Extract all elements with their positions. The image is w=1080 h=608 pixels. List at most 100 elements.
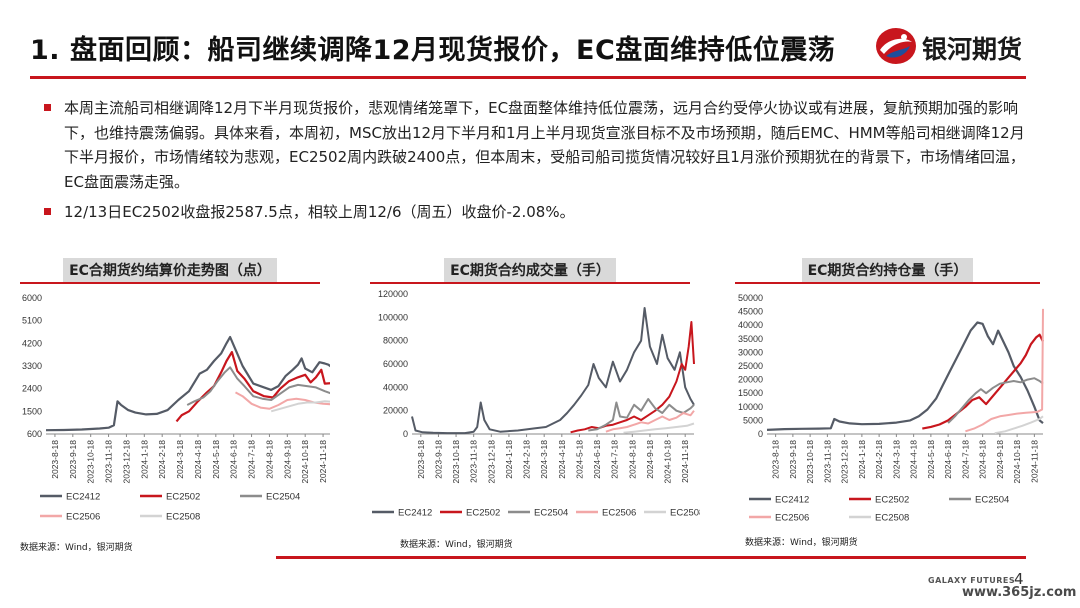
x-tick-label: 2024-10-18 [300, 440, 310, 484]
chart-source: 数据来源：Wind，银河期货 [745, 538, 858, 548]
bullet-item: 12/13日EC2502收盘报2587.5点，相较上周12/6（周五）收盘价-2… [42, 200, 1026, 225]
y-tick-label: 80000 [383, 336, 408, 346]
x-tick-label: 2023-10-18 [805, 440, 815, 484]
footer-brand: GALAXY FUTURES [928, 576, 1016, 585]
y-tick-label: 10000 [738, 402, 763, 412]
series-line-ec2506 [965, 308, 1044, 433]
series-line-ec2504 [588, 398, 695, 432]
y-tick-label: 30000 [738, 347, 763, 357]
summary-bullets: 本周主流船司相继调降12月下半月现货报价，悲观情绪笼罩下，EC盘面整体维持低位震… [42, 96, 1026, 225]
y-tick-label: 6000 [22, 293, 42, 303]
legend-label: EC2504 [266, 492, 300, 503]
chart-title: EC期货合约成交量（手） [444, 258, 616, 282]
legend-label: EC2504 [975, 495, 1009, 506]
logo-text: 银河期货 [922, 35, 1023, 64]
series-line-ec2502 [570, 321, 695, 434]
y-tick-label: 35000 [738, 334, 763, 344]
bullet-text: 本周主流船司相继调降12月下半月现货报价，悲观情绪笼罩下，EC盘面整体维持低位震… [64, 99, 1025, 191]
y-tick-label: 100000 [378, 312, 408, 322]
x-tick-label: 2024-9-18 [282, 440, 292, 479]
bullet-item: 本周主流船司相继调降12月下半月现货报价，悲观情绪笼罩下，EC盘面整体维持低位震… [42, 96, 1026, 194]
legend-label: EC2508 [166, 512, 200, 523]
legend-label: EC2508 [875, 513, 909, 524]
chart-title-divider [20, 282, 320, 284]
x-tick-label: 2024-1-18 [139, 440, 149, 479]
x-tick-label: 2024-6-18 [592, 440, 602, 479]
series-line-ec2506 [605, 410, 695, 433]
chart-source: 数据来源：Wind，银河期货 [20, 543, 133, 553]
y-tick-label: 40000 [383, 382, 408, 392]
x-tick-label: 2024-8-18 [627, 440, 637, 479]
legend-label: EC2412 [66, 492, 100, 503]
y-tick-label: 3300 [22, 361, 42, 371]
x-tick-label: 2024-6-18 [943, 440, 953, 479]
x-tick-label: 2023-9-18 [68, 440, 78, 479]
x-tick-label: 2024-11-18 [680, 440, 690, 483]
y-tick-label: 20000 [738, 375, 763, 385]
y-tick-label: 0 [758, 429, 763, 439]
watermark: www.365jz.com [958, 584, 1080, 601]
trading-volume-chart: EC期货合约成交量（手） 0 20000 40000 60000 80000 100000… [360, 258, 700, 548]
legend-label: EC2502 [166, 492, 200, 503]
x-tick-label: 2024-3-18 [175, 440, 185, 479]
x-tick-label: 2023-12-18 [486, 440, 496, 484]
x-tick-label: 2024-2-18 [874, 440, 884, 479]
x-tick-label: 2023-8-18 [50, 440, 60, 479]
legend-label: EC2508 [670, 508, 700, 519]
x-tick-label: 2024-7-18 [610, 440, 620, 479]
chart-plot: 600 1500 2400 3300 4200 5100 6000 2023-8-18 2023… [22, 293, 330, 523]
x-tick-label: 2024-2-18 [522, 440, 532, 479]
x-tick-label: 2024-11-18 [1029, 440, 1039, 483]
x-tick-label: 2023-10-18 [451, 440, 461, 484]
legend-label: EC2502 [466, 508, 500, 519]
chart-title-divider [370, 282, 690, 284]
x-tick-label: 2024-5-18 [574, 440, 584, 479]
series-line-ec2508 [270, 400, 330, 413]
chart-plot: 0 5000 10000 15000 20000 25000 30000 35000 40000… [738, 293, 1044, 524]
x-tick-label: 2023-8-18 [771, 440, 781, 479]
y-tick-label: 600 [27, 429, 42, 439]
x-tick-label: 2024-8-18 [264, 440, 274, 479]
y-tick-label: 4200 [22, 338, 42, 348]
bullet-text: 12/13日EC2502收盘报2587.5点，相较上周12/6（周五）收盘价-2… [64, 203, 575, 221]
series-line-ec2502 [922, 333, 1044, 430]
x-tick-label: 2024-7-18 [960, 440, 970, 479]
x-tick-label: 2023-12-18 [121, 440, 131, 484]
x-tick-label: 2024-10-18 [1012, 440, 1022, 484]
chart-title: EC合期货约结算价走势图（点） [63, 258, 277, 282]
bullet-square-icon [44, 208, 51, 215]
y-tick-label: 60000 [383, 359, 408, 369]
series-line-ec2412 [45, 335, 330, 432]
x-tick-label: 2024-8-18 [978, 440, 988, 479]
x-tick-label: 2023-9-18 [788, 440, 798, 479]
x-tick-label: 2024-11-18 [318, 440, 328, 483]
y-tick-label: 0 [403, 429, 408, 439]
chart-title-divider [735, 282, 1040, 284]
chart-source: 数据来源：Wind，银河期货 [400, 540, 513, 550]
series-line-ec2506 [235, 391, 330, 410]
x-tick-label: 2024-3-18 [891, 440, 901, 479]
x-tick-label: 2024-5-18 [211, 440, 221, 479]
x-tick-label: 2024-3-18 [539, 440, 549, 479]
y-tick-label: 40000 [738, 320, 763, 330]
x-tick-label: 2024-6-18 [229, 440, 239, 479]
y-tick-label: 5100 [22, 316, 42, 326]
legend-label: EC2506 [775, 513, 809, 524]
legend-label: EC2412 [775, 495, 809, 506]
y-tick-label: 2400 [22, 384, 42, 394]
chart-plot: 0 20000 40000 60000 80000 100000 120000 2023-8-… [372, 289, 700, 519]
y-tick-label: 15000 [738, 388, 763, 398]
series-line-ec2508 [994, 415, 1044, 435]
x-tick-label: 2023-10-18 [86, 440, 96, 484]
y-tick-label: 120000 [378, 289, 408, 299]
legend-label: EC2502 [875, 495, 909, 506]
y-tick-label: 1500 [22, 406, 42, 416]
y-tick-label: 5000 [743, 415, 763, 425]
series-line-ec2502 [175, 351, 330, 423]
legend-label: EC2506 [66, 512, 100, 523]
x-tick-label: 2024-5-18 [926, 440, 936, 479]
x-tick-label: 2024-7-18 [247, 440, 257, 479]
y-tick-label: 20000 [383, 406, 408, 416]
x-tick-label: 2024-10-18 [663, 440, 673, 484]
x-tick-label: 2023-11-18 [822, 440, 832, 483]
